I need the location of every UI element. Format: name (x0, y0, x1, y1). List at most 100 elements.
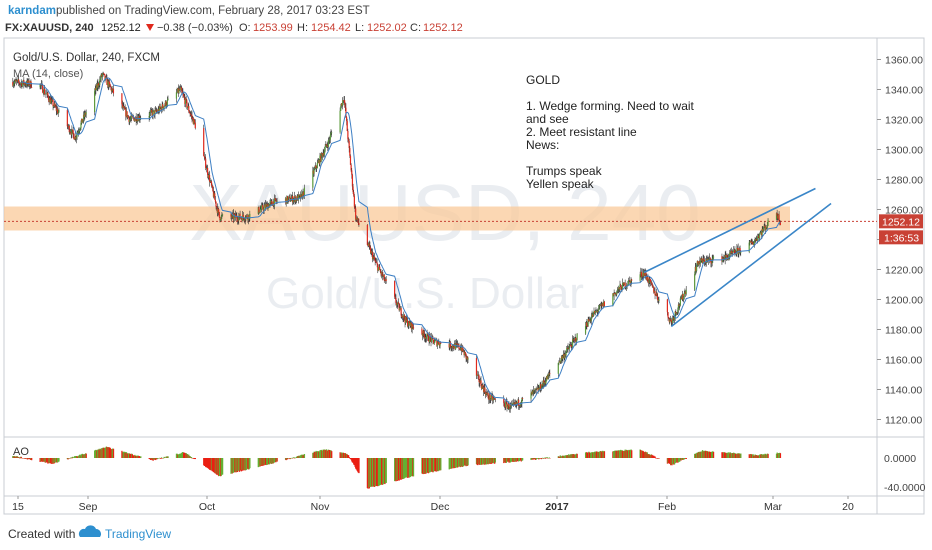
candle-body (205, 158, 207, 168)
candle-body (697, 261, 699, 264)
ao-bar (31, 458, 33, 461)
ao-bar (194, 458, 196, 460)
candle-body (736, 247, 739, 249)
price-axis-label: 1220.00 (885, 265, 923, 277)
indicator-label: MA (14, close) (13, 68, 83, 80)
candle-body (433, 339, 435, 344)
close-label: C: (410, 22, 421, 34)
candle-body (110, 87, 113, 92)
candle-body (231, 216, 233, 218)
candle-body (427, 333, 429, 335)
candle-body (178, 89, 180, 93)
candle-body (127, 115, 129, 118)
candle-body (347, 139, 350, 141)
candle-body (765, 227, 767, 230)
wedge-trendlines[interactable] (643, 187, 832, 328)
candle-body (303, 191, 305, 196)
candle-body (320, 155, 322, 162)
candle-body (274, 198, 276, 200)
candle-body (194, 119, 196, 123)
candle-body (675, 312, 678, 314)
candle-body (426, 333, 428, 337)
candle-body (490, 399, 492, 400)
candle-body (216, 206, 218, 208)
price-axis-label: 1140.00 (885, 385, 922, 397)
candle-body (317, 161, 319, 163)
candle-body (94, 91, 96, 113)
candle-body (107, 80, 109, 87)
ao-bar (767, 453, 769, 458)
brand-name[interactable]: TradingView (105, 527, 171, 541)
candle-body (707, 259, 709, 261)
price-axis-label: 1120.00 (885, 415, 922, 427)
candle-body (776, 213, 778, 216)
chart-title: Gold/U.S. Dollar, 240, FXCM (13, 52, 160, 64)
candle-body (240, 217, 242, 219)
candle-body (478, 375, 480, 382)
candle-body (259, 209, 261, 213)
candle-body (326, 145, 328, 147)
ao-bar (494, 458, 496, 463)
candle-body (296, 195, 298, 201)
candle-body (245, 215, 248, 217)
candle-body (239, 213, 241, 219)
ao-axis-label: -40.0000 (884, 482, 926, 494)
candle-body (734, 249, 736, 254)
author-name[interactable]: karndam (8, 5, 56, 17)
candle-body (378, 266, 380, 268)
candle-body (49, 97, 51, 102)
resistance-zone[interactable] (4, 206, 790, 231)
candle-body (42, 84, 44, 93)
candle-body (287, 198, 289, 202)
time-axis-label: Dec (431, 501, 450, 513)
candle-body (631, 279, 633, 281)
candle-body (95, 84, 98, 90)
candle-body (538, 388, 540, 392)
ao-bar (544, 457, 546, 459)
candle-body (514, 401, 517, 405)
candle-body (594, 310, 596, 314)
candle-body (257, 207, 259, 214)
candle-body (405, 317, 407, 322)
candle-body (676, 312, 678, 314)
annotation-note[interactable]: GOLD 1. Wedge forming. Need to wait and s… (526, 73, 695, 191)
ao-bar (67, 458, 69, 460)
candle-body (466, 356, 468, 359)
candle-body (96, 84, 98, 88)
ao-bar (685, 458, 687, 459)
price-change: −0.38 (−0.03%) (157, 22, 233, 34)
candle-body (236, 215, 238, 219)
time-axis[interactable]: 15 Sep Oct Nov Dec 2017 Feb Mar 20 (12, 496, 854, 513)
candle-body (266, 203, 268, 210)
candle-body (505, 401, 507, 408)
candle-body (475, 358, 478, 376)
candle-body (521, 398, 523, 404)
candle-body (207, 167, 209, 175)
candle-body (425, 336, 428, 339)
candle-body (618, 287, 620, 290)
candle-body (258, 207, 260, 213)
candle-body (538, 388, 541, 390)
candle-body (462, 351, 465, 352)
candle-body (722, 257, 724, 259)
candle-body (565, 351, 567, 356)
candle-body (149, 112, 151, 116)
candle-body (756, 240, 758, 242)
candle-body (187, 106, 189, 108)
candle-body (84, 112, 86, 117)
candle-body (188, 106, 190, 112)
candle-body (459, 348, 461, 350)
time-axis-label: Feb (658, 501, 676, 513)
candle-body (101, 73, 104, 77)
candle-body (729, 252, 731, 254)
candle-body (95, 88, 97, 90)
price-tag-bg (879, 214, 923, 229)
candle-body (273, 198, 276, 206)
candle-body (449, 341, 451, 348)
candle-body (708, 258, 710, 260)
candle-body (505, 401, 507, 403)
candle-body (494, 398, 496, 400)
candle-body (729, 252, 731, 257)
ao-axis-label: 0.0000 (884, 453, 916, 465)
candle-body (160, 107, 162, 109)
